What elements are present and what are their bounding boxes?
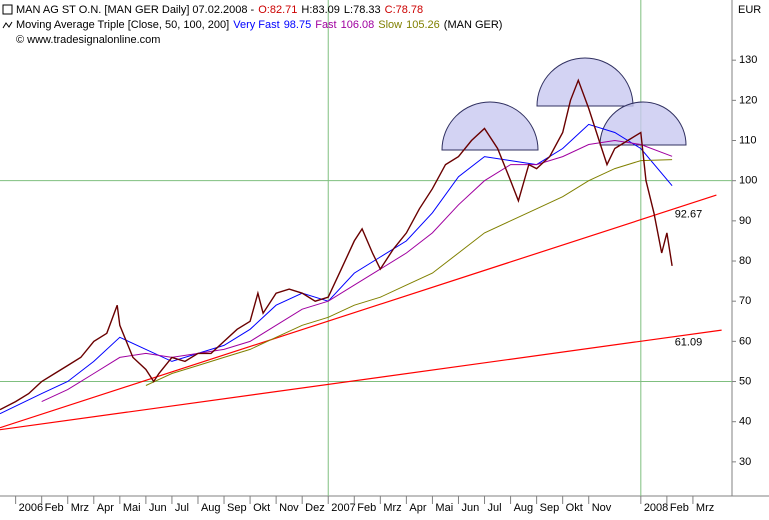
ohlc-value: 78.78 [396, 4, 424, 16]
x-tick-label: Mai [123, 502, 141, 514]
x-tick-label: Sep [540, 502, 560, 514]
moving-average [41, 139, 673, 403]
source: © www.tradesignalonline.com [16, 34, 160, 46]
ohlc-label: O: [258, 4, 270, 16]
legend-name: Very Fast [233, 19, 279, 31]
x-tick-label: 2006 [19, 502, 43, 514]
ohlc-label: C: [385, 4, 396, 16]
arc [536, 57, 634, 107]
x-tick-label: Dez [305, 502, 325, 514]
y-tick-label: 50 [739, 375, 751, 387]
y-tick-label: 120 [739, 94, 757, 106]
y-tick-label: 30 [739, 456, 751, 468]
header-line-2: Moving Average Triple [Close, 50, 100, 2… [16, 19, 502, 31]
x-tick-label: Okt [253, 502, 270, 514]
y-tick-label: 110 [739, 134, 757, 146]
y-tick-label: 100 [739, 175, 757, 187]
x-tick-label: Aug [201, 502, 221, 514]
ohlc-value: 82.71 [270, 4, 298, 16]
legend-value: 105.26 [406, 19, 440, 31]
x-tick-label: Feb [357, 502, 376, 514]
x-tick-label: Mrz [696, 502, 714, 514]
trendline-label: 92.67 [675, 209, 703, 221]
legend-value: 98.75 [284, 19, 312, 31]
trendline [0, 329, 722, 431]
icon [2, 21, 13, 29]
indicator-title: Moving Average Triple [Close, 50, 100, 2… [16, 19, 229, 31]
title: MAN AG ST O.N. [MAN GER Daily] 07.02.200… [16, 4, 255, 16]
x-tick-label: Nov [592, 502, 612, 514]
y-tick-label: 80 [739, 255, 751, 267]
header-line-1: MAN AG ST O.N. [MAN GER Daily] 07.02.200… [16, 4, 423, 16]
x-tick-label: Sep [227, 502, 247, 514]
y-tick-label: 40 [739, 416, 751, 428]
x-tick-label: 2007 [331, 502, 355, 514]
icon [2, 4, 13, 15]
legend-name: Slow [378, 19, 402, 31]
trendline-label: 61.09 [675, 336, 703, 348]
x-tick-label: Mai [435, 502, 453, 514]
pattern-arcs [441, 57, 687, 151]
x-tick-label: Okt [566, 502, 583, 514]
x-tick-label: Jul [488, 502, 502, 514]
x-tick-label: Nov [279, 502, 299, 514]
x-tick-label: Jul [175, 502, 189, 514]
y-tick-label: 60 [739, 335, 751, 347]
x-tick-label: Apr [409, 502, 426, 514]
arc [441, 101, 539, 151]
x-tick-label: Aug [514, 502, 534, 514]
moving-average [145, 159, 673, 386]
y-tick-label: 70 [739, 295, 751, 307]
x-tick-label: Feb [45, 502, 64, 514]
ohlc-label: H: [301, 4, 312, 16]
x-tick-label: Jun [149, 502, 167, 514]
x-tick-label: Apr [97, 502, 114, 514]
legend-value: 106.08 [341, 19, 375, 31]
moving-average [0, 123, 673, 415]
arc [599, 101, 687, 146]
price-line [0, 78, 673, 411]
x-tick-label: Mrz [71, 502, 89, 514]
ohlc-value: 78.33 [353, 4, 381, 16]
trendline [0, 194, 717, 429]
legend-name: Fast [315, 19, 336, 31]
x-tick-label: 2008 [644, 502, 668, 514]
x-tick-label: Mrz [383, 502, 401, 514]
y-unit: EUR [738, 4, 761, 16]
indicator-suffix: (MAN GER) [444, 19, 503, 31]
ohlc-label: L: [344, 4, 353, 16]
ohlc-value: 83.09 [312, 4, 340, 16]
x-tick-label: Jun [461, 502, 479, 514]
y-tick-label: 130 [739, 54, 757, 66]
y-tick-label: 90 [739, 215, 751, 227]
x-tick-label: Feb [670, 502, 689, 514]
